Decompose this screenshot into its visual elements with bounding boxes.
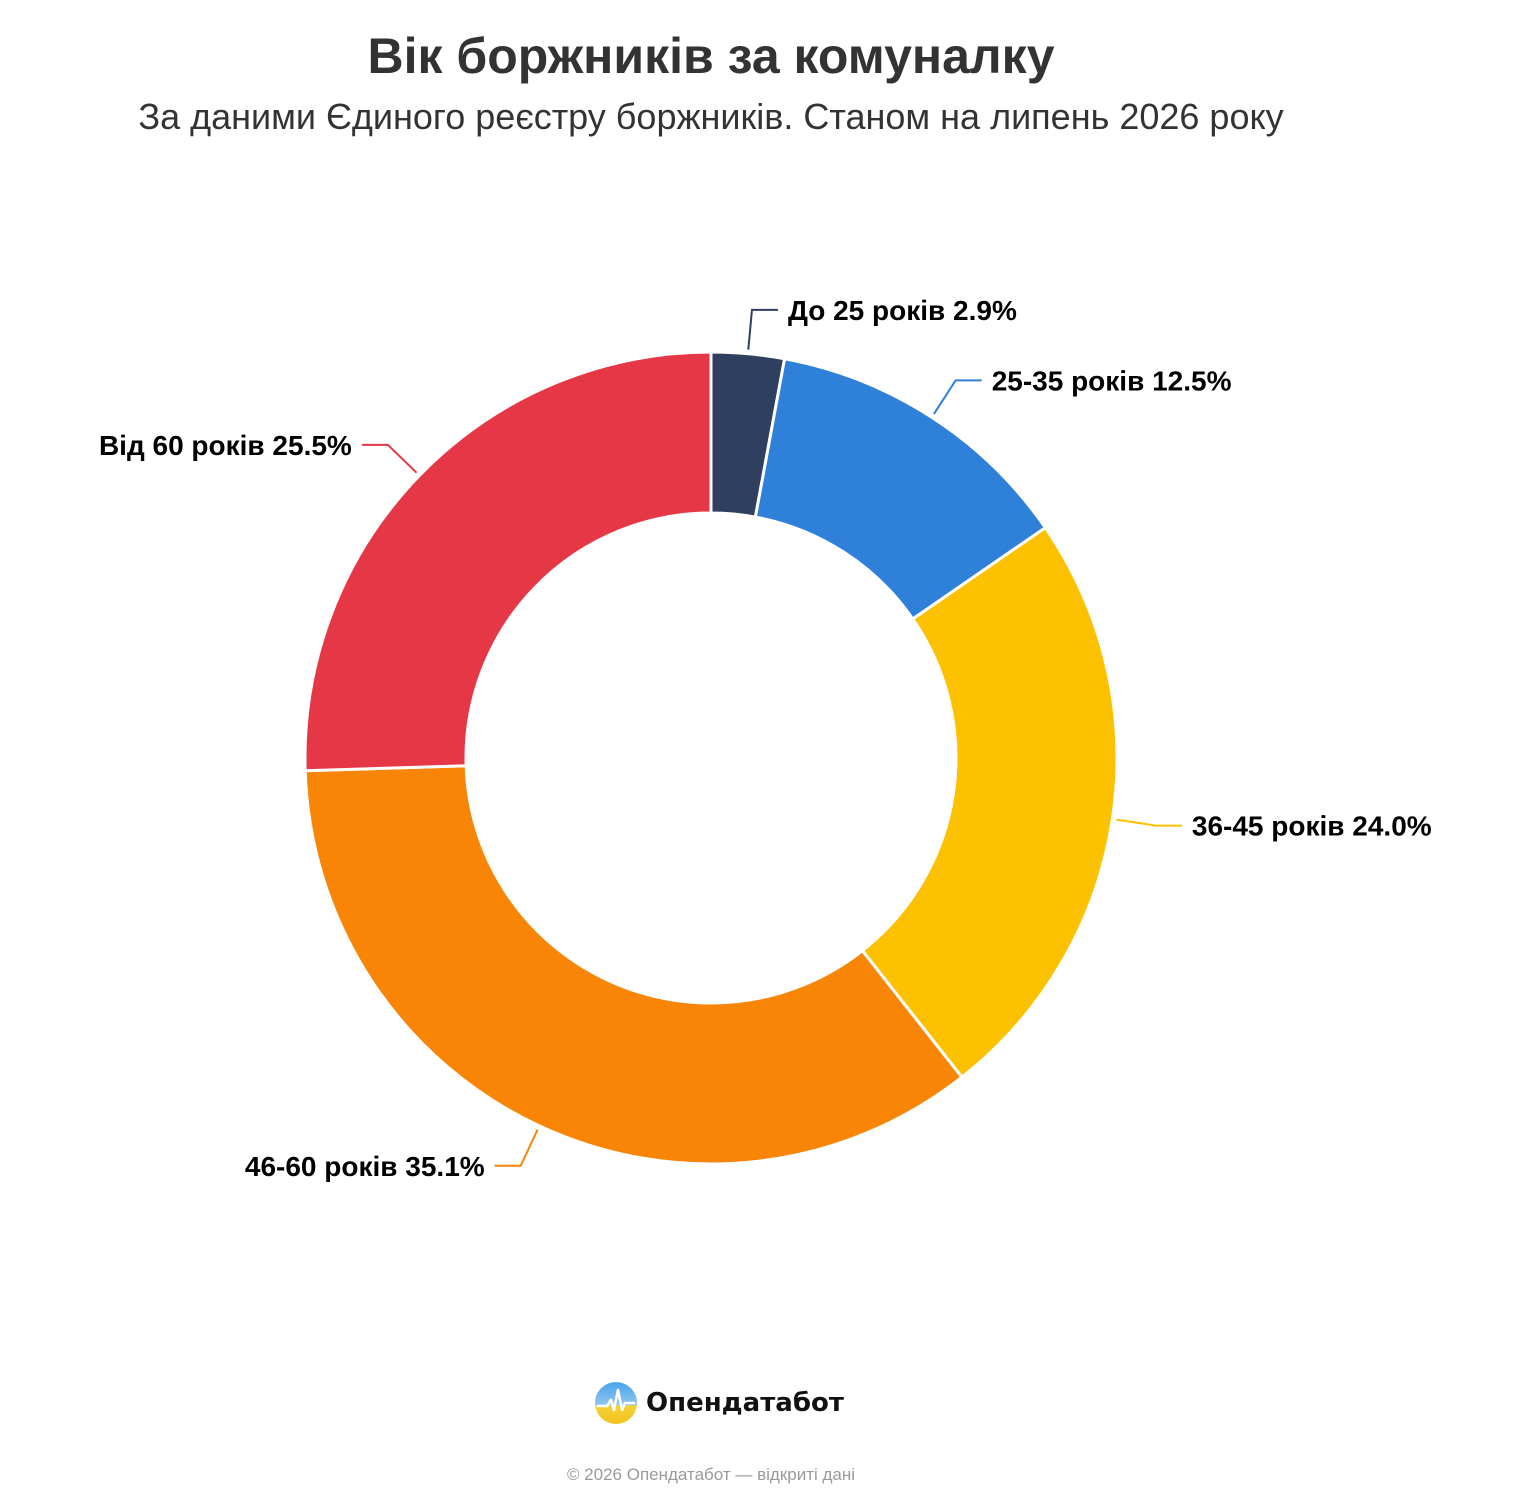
donut-slice-5[interactable]: [303, 350, 713, 773]
chart-title: Вік боржників за комуналку: [367, 28, 1055, 84]
connector-line-5: [361, 443, 418, 474]
chart-subtitle: За даними Єдиного реєстру боржників. Ста…: [138, 96, 1284, 137]
donut-slice-3[interactable]: [860, 526, 1119, 1079]
connector-line-1: [747, 308, 778, 350]
connector-line-3: [1116, 818, 1182, 827]
slice-label-до-25-років-2-9: До 25 років 2.9%: [788, 295, 1017, 326]
slices-layer: [303, 350, 1119, 1166]
labels-layer: До 25 років 2.9% 25-35 років 12.5% 36-45 р…: [99, 295, 1432, 1182]
connector-line-2: [933, 379, 982, 415]
copyright-text: © 2026 Опендатабот — відкриті дані: [566, 1465, 856, 1484]
slice-label-46-60-років-35-1: 46-60 років 35.1%: [245, 1151, 485, 1182]
opendatabot-logo-icon: [595, 1382, 637, 1424]
slice-label-від-60-років-25-5: Від 60 років 25.5%: [99, 430, 352, 461]
brand-logo[interactable]: Опендатабот: [594, 1380, 844, 1426]
connector-line-4: [494, 1129, 539, 1167]
donut-slice-4[interactable]: [303, 764, 964, 1166]
brand-name: Опендатабот: [646, 1388, 844, 1418]
slice-label-36-45-років-24-0: 36-45 років 24.0%: [1192, 811, 1432, 842]
donut-chart: До 25 років 2.9% 25-35 років 12.5% 36-45 р…: [99, 295, 1432, 1182]
slice-label-25-35-років-12-5: 25-35 років 12.5%: [992, 365, 1232, 396]
connectors-layer: [361, 308, 1182, 1167]
